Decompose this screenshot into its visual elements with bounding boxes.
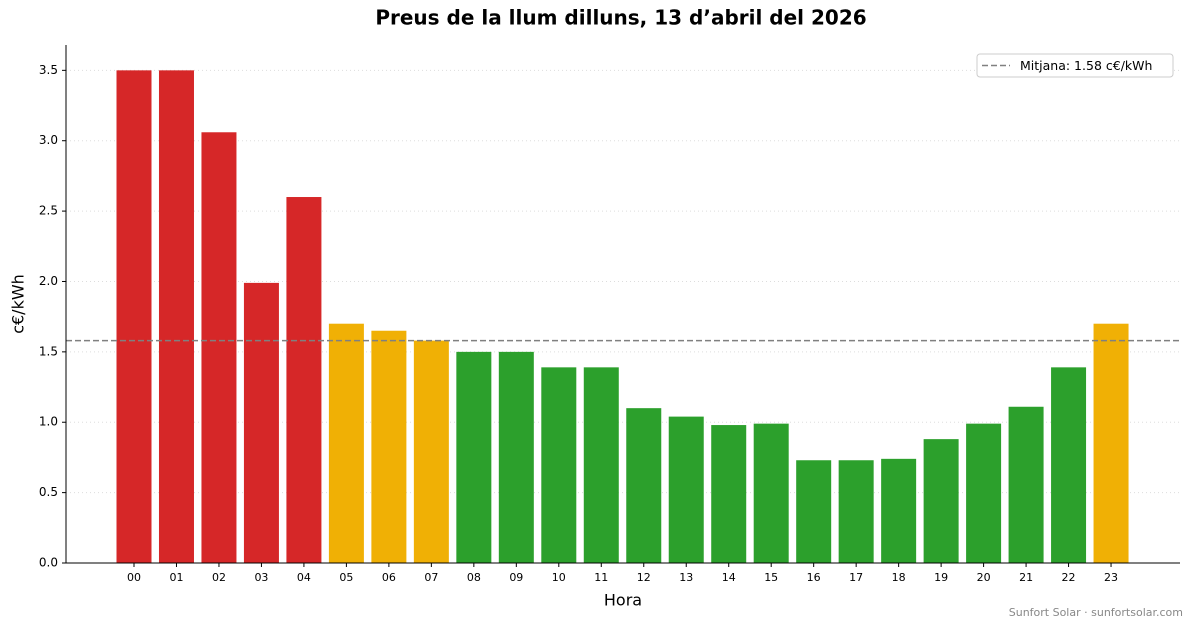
bar [413, 340, 449, 563]
bar [966, 423, 1002, 563]
x-tick-label: 22 [1062, 571, 1076, 584]
bar [456, 351, 492, 563]
x-tick-label: 16 [807, 571, 821, 584]
x-tick-label: 11 [594, 571, 608, 584]
bar [1093, 323, 1129, 563]
x-tick-label: 15 [764, 571, 778, 584]
y-tick-label: 2.0 [39, 274, 58, 288]
x-tick-label: 13 [679, 571, 693, 584]
bar [201, 132, 237, 564]
x-tick-label: 12 [637, 571, 651, 584]
bar [668, 416, 704, 563]
bar [286, 197, 322, 564]
bar [626, 408, 662, 563]
x-tick-label: 06 [382, 571, 396, 584]
x-tick-label: 08 [467, 571, 481, 584]
x-axis-label: Hora [604, 591, 642, 610]
x-tick-label: 20 [977, 571, 991, 584]
y-tick-label: 1.0 [39, 415, 58, 429]
x-tick-label: 14 [722, 571, 736, 584]
bar [796, 460, 832, 563]
x-tick-label: 09 [509, 571, 523, 584]
x-tick-label: 03 [254, 571, 268, 584]
bar [541, 367, 577, 563]
bar [158, 70, 194, 563]
x-tick-label: 07 [424, 571, 438, 584]
y-tick-label: 3.5 [39, 63, 58, 77]
legend-label: Mitjana: 1.58 c€/kWh [1020, 58, 1152, 73]
y-tick-label: 2.5 [39, 204, 58, 218]
bar [881, 458, 917, 563]
x-tick-label: 04 [297, 571, 311, 584]
x-tick-label: 01 [169, 571, 183, 584]
x-tick-label: 23 [1104, 571, 1118, 584]
x-tick-label: 02 [212, 571, 226, 584]
bar [116, 70, 152, 563]
y-axis-label: c€/kWh [9, 274, 28, 334]
x-tick-label: 18 [892, 571, 906, 584]
x-tick-label: 00 [127, 571, 141, 584]
x-tick-label: 05 [339, 571, 353, 584]
footer: Sunfort Solar · sunfortsolar.com [1009, 606, 1183, 619]
bar [583, 367, 619, 563]
legend-box [976, 53, 1174, 78]
bar [371, 330, 407, 563]
bar [711, 425, 747, 563]
bar [243, 282, 279, 563]
bar [753, 423, 789, 563]
x-tick-label: 17 [849, 571, 863, 584]
bar [1051, 367, 1087, 563]
y-tick-label: 0.0 [39, 556, 58, 570]
y-tick-label: 1.5 [39, 344, 58, 358]
x-tick-label: 21 [1019, 571, 1033, 584]
y-tick-label: 3.0 [39, 133, 58, 147]
bar [498, 351, 534, 563]
x-tick-label: 19 [934, 571, 948, 584]
y-tick-label: 0.5 [39, 485, 58, 499]
bar [328, 323, 364, 563]
chart-title: Preus de la llum dilluns, 13 d’abril del… [375, 6, 866, 30]
x-tick-label: 10 [552, 571, 566, 584]
bar [838, 460, 874, 563]
bar [923, 439, 959, 563]
bar [1008, 406, 1044, 563]
